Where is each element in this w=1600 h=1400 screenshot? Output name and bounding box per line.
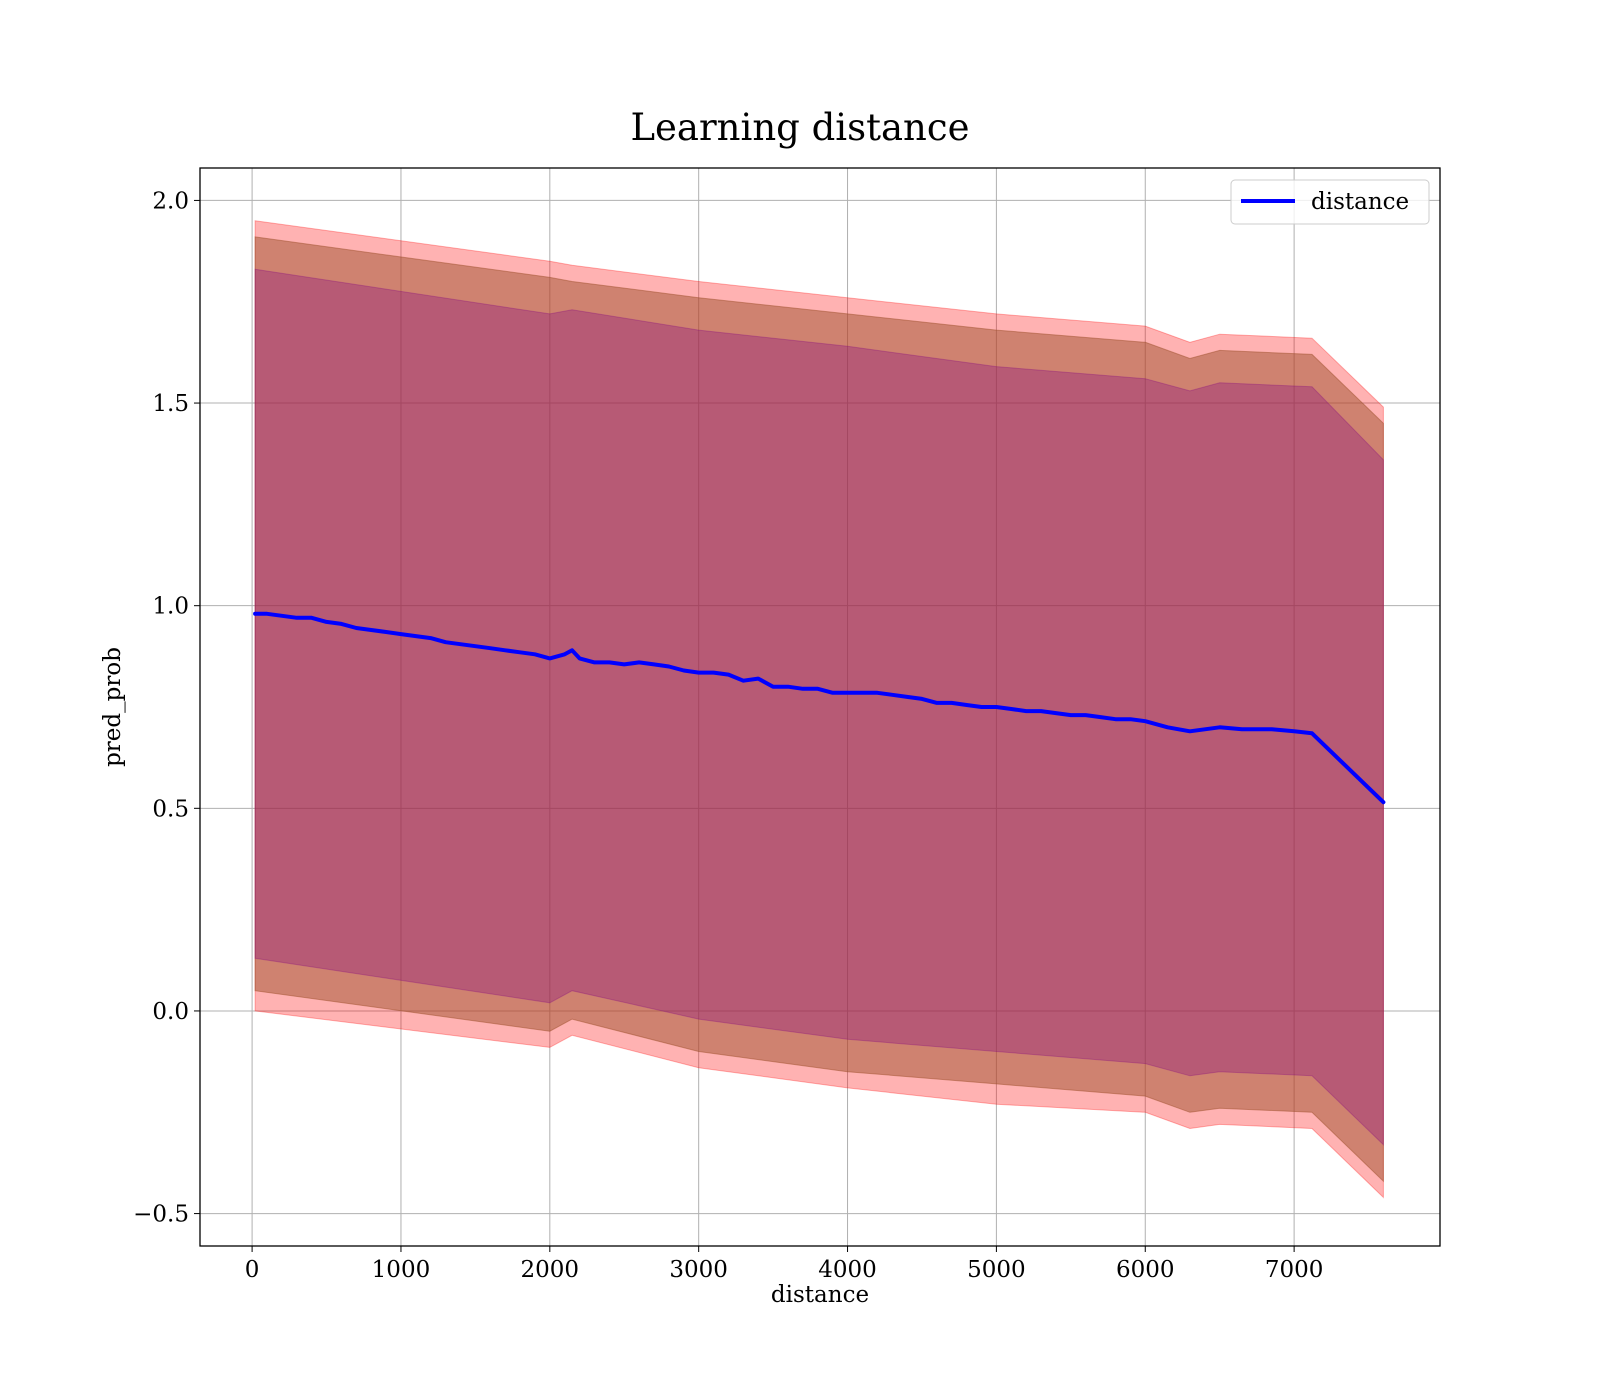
x-tick-label: 0	[245, 1257, 260, 1283]
series-lines	[253, 611, 1386, 805]
confidence-bands	[254, 220, 1384, 1199]
y-axis-label: pred_prob	[100, 647, 126, 767]
series-line-0	[253, 611, 1386, 805]
x-tick-label: 3000	[669, 1257, 728, 1283]
x-tick-label: 5000	[967, 1257, 1026, 1283]
y-tick-label: −0.5	[133, 1202, 189, 1228]
y-tick-label: 1.0	[152, 594, 189, 620]
x-tick-label: 1000	[372, 1257, 431, 1283]
chart-title: Learning distance	[630, 106, 969, 149]
band-2	[254, 268, 1384, 1146]
legend: distance	[1230, 179, 1430, 225]
y-tick-label: 0.5	[152, 796, 189, 822]
y-axis-ticks: −0.5 0.0 0.5 1.0 1.5 2.0	[133, 188, 200, 1228]
plot-frame	[199, 167, 1441, 1247]
x-tick-label: 7000	[1265, 1257, 1324, 1283]
x-tick-label: 2000	[521, 1257, 580, 1283]
band-1	[254, 236, 1384, 1183]
y-tick-label: 0.0	[152, 999, 189, 1025]
x-axis-label: distance	[771, 1282, 869, 1308]
x-tick-label: 4000	[818, 1257, 877, 1283]
legend-box	[1230, 179, 1430, 225]
x-tick-label: 6000	[1116, 1257, 1175, 1283]
legend-label-distance: distance	[1311, 189, 1409, 215]
y-tick-label: 1.5	[152, 391, 189, 417]
y-tick-label: 2.0	[152, 188, 189, 214]
x-axis-ticks: 0 1000 2000 3000 4000 5000 6000 7000	[245, 1246, 1324, 1283]
